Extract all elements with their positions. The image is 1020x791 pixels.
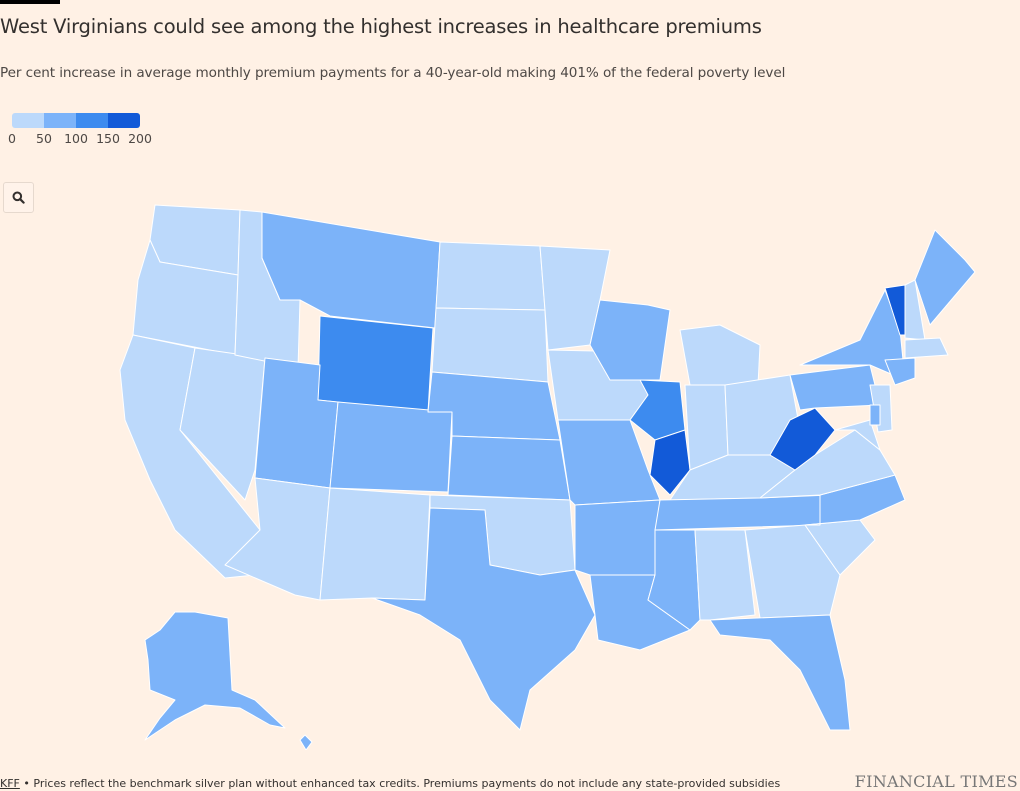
region-alabama[interactable]: Alabama: [694, 529, 756, 621]
region-texas[interactable]: Texas: [371, 507, 596, 731]
legend-ticks: 0 50 100 150 200: [8, 131, 172, 147]
legend-tick-label: 200: [128, 131, 152, 146]
source-link[interactable]: KFF: [0, 777, 20, 790]
legend-color-bar: [12, 113, 140, 128]
region-maine[interactable]: Maine: [914, 229, 976, 326]
separator: •: [23, 777, 30, 790]
legend-tick-label: 150: [96, 131, 120, 146]
region-wyoming[interactable]: Wyoming: [317, 315, 434, 413]
page-title: West Virginians could see among the high…: [0, 15, 762, 38]
region-florida[interactable]: Florida: [709, 614, 851, 731]
region-delaware[interactable]: Delaware: [869, 404, 881, 426]
region-colorado[interactable]: Colorado: [329, 401, 453, 493]
page-subtitle: Per cent increase in average monthly pre…: [0, 65, 786, 81]
region-georgia[interactable]: Georgia: [744, 524, 841, 619]
legend-swatch: [12, 113, 44, 128]
zoom-button[interactable]: [3, 182, 34, 213]
legend-swatch: [44, 113, 76, 128]
region-connecticut[interactable]: Connecticut: [884, 357, 916, 386]
region-alaska[interactable]: Alaska: [144, 611, 286, 741]
region-virginia[interactable]: Virginia: [759, 429, 896, 499]
region-michigan[interactable]: Michigan: [679, 324, 761, 386]
region-hawaii[interactable]: Hawaii: [299, 734, 313, 750]
region-new-mexico[interactable]: New Mexico: [319, 487, 431, 601]
color-legend: 0 50 100 150 200: [8, 113, 172, 147]
ft-logo: FINANCIAL TIMES: [854, 772, 1018, 791]
legend-swatch: [108, 113, 140, 128]
region-massachusetts[interactable]: Massachusetts: [904, 337, 949, 359]
region-maryland[interactable]: Maryland: [834, 419, 881, 451]
search-icon: [12, 191, 25, 204]
us-choropleth-map[interactable]: WashingtonOregonCaliforniaNevadaIdahoMon…: [0, 190, 1020, 750]
region-missouri[interactable]: Missouri: [557, 419, 661, 506]
brand-topbar: [0, 0, 60, 4]
legend-tick-label: 0: [8, 131, 16, 146]
source-note: KFF • Prices reflect the benchmark silve…: [0, 777, 780, 790]
region-south-dakota[interactable]: South Dakota: [431, 307, 549, 383]
legend-tick-label: 50: [36, 131, 52, 146]
region-arkansas[interactable]: Arkansas: [574, 499, 661, 576]
legend-tick-label: 100: [64, 131, 88, 146]
region-wisconsin[interactable]: Wisconsin: [589, 299, 671, 381]
region-kansas[interactable]: Kansas: [447, 435, 571, 501]
region-north-dakota[interactable]: North Dakota: [435, 241, 546, 311]
footnote-text: Prices reflect the benchmark silver plan…: [33, 777, 781, 790]
legend-swatch: [76, 113, 108, 128]
region-illinois-south[interactable]: Illinois (south): [649, 429, 691, 496]
region-pennsylvania[interactable]: Pennsylvania: [789, 364, 881, 411]
